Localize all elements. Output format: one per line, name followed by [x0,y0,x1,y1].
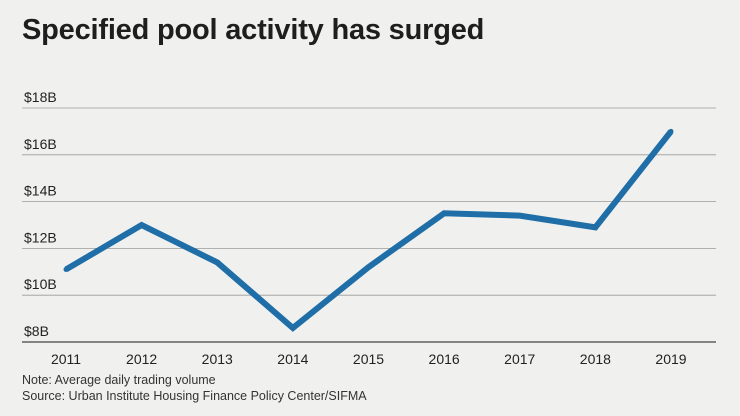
data-point [441,210,447,216]
x-tick-label: 2018 [580,351,611,367]
x-tick-label: 2012 [126,351,157,367]
data-point [63,266,69,272]
x-tick-label: 2017 [504,351,535,367]
data-point [139,222,145,228]
x-tick-label: 2013 [202,351,233,367]
data-point [290,325,296,331]
data-point [592,224,598,230]
y-tick-label: $8B [24,323,49,339]
y-tick-label: $18B [24,89,57,105]
series-line [64,129,674,332]
x-tick-label: 2015 [353,351,384,367]
y-tick-label: $14B [24,183,57,199]
x-tick-label: 2016 [429,351,460,367]
y-tick-label: $12B [24,229,57,245]
data-point [214,259,220,265]
chart-source: Source: Urban Institute Housing Finance … [22,389,367,403]
chart-title: Specified pool activity has surged [22,14,485,46]
y-tick-label: $10B [24,276,57,292]
x-tick-label: 2019 [655,351,686,367]
data-point [517,213,523,219]
chart-note: Note: Average daily trading volume [22,373,216,387]
x-tick-label: 2014 [277,351,308,367]
data-point [668,128,674,134]
x-tick-label: 2011 [51,351,81,367]
data-point [366,264,371,270]
y-tick-label: $16B [24,136,57,152]
